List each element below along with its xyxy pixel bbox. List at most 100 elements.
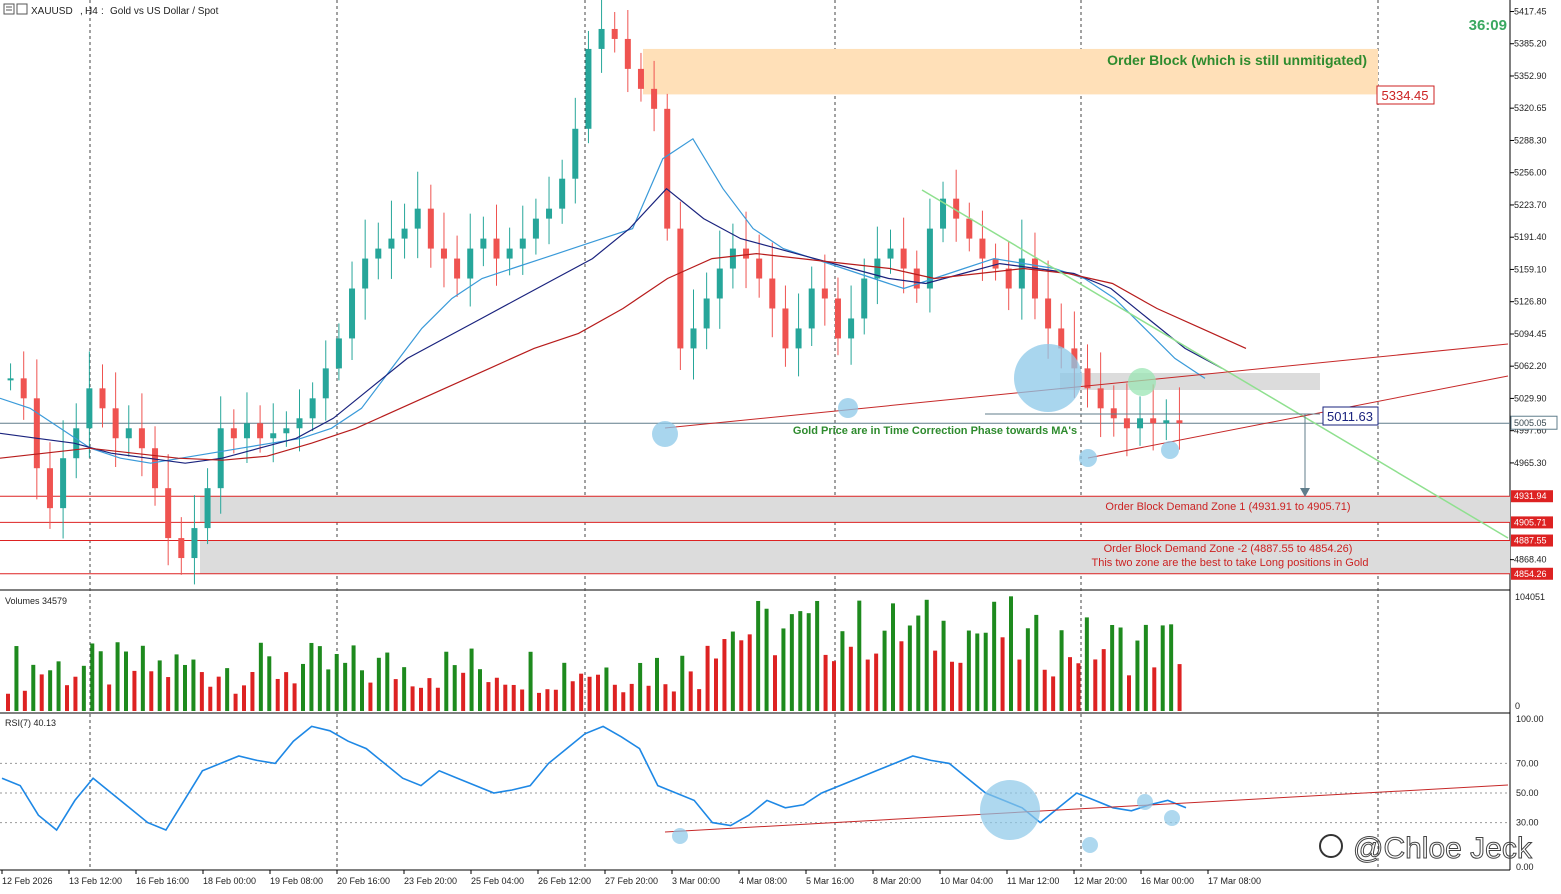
order-block-price-box bbox=[1376, 85, 1435, 105]
volume-bar bbox=[806, 613, 811, 711]
price-tick-label: 5126.80 bbox=[1514, 297, 1547, 307]
tiktok-icon bbox=[1319, 834, 1343, 858]
candle-body bbox=[1018, 258, 1025, 289]
candle-body bbox=[1123, 418, 1130, 429]
volume-bar bbox=[697, 689, 702, 711]
volume-bar bbox=[242, 685, 246, 711]
price-tick-label: 4965.30 bbox=[1514, 458, 1547, 468]
time-tick-label: 16 Mar 00:00 bbox=[1141, 876, 1194, 886]
price-tick-label: 4997.60 bbox=[1514, 426, 1547, 436]
order-block-label: Order Block (which is still unmitigated) bbox=[1107, 52, 1367, 68]
rsi-trendline bbox=[664, 784, 1509, 833]
volume-bar bbox=[663, 684, 668, 711]
volume-bar bbox=[511, 684, 516, 711]
level-price-label: 4854.26 bbox=[1514, 569, 1547, 579]
volume-bar bbox=[570, 681, 575, 711]
volume-bar bbox=[1127, 675, 1131, 711]
volume-bar bbox=[6, 693, 10, 711]
volume-bar bbox=[638, 662, 643, 711]
candle-body bbox=[243, 423, 250, 439]
volume-bar bbox=[832, 661, 836, 711]
volume-bar bbox=[132, 670, 137, 711]
candle-body bbox=[165, 488, 172, 539]
volume-bar bbox=[183, 664, 187, 711]
volume-bar bbox=[621, 692, 626, 711]
order-block-price: 5334.45 bbox=[1382, 88, 1429, 103]
candle-body bbox=[401, 228, 408, 239]
volume-bar bbox=[747, 634, 752, 711]
candle-body bbox=[887, 248, 894, 259]
candle-body bbox=[992, 258, 999, 269]
volume-bar bbox=[671, 691, 676, 711]
volume-bar bbox=[579, 673, 584, 711]
volume-bar bbox=[874, 653, 879, 711]
volume-bar bbox=[891, 603, 895, 711]
price-tick-label: 5288.30 bbox=[1514, 135, 1547, 145]
volume-bar bbox=[1059, 630, 1064, 711]
volume-bar bbox=[275, 678, 280, 711]
volume-bar bbox=[1177, 664, 1182, 711]
volume-bar bbox=[983, 632, 988, 711]
candle-body bbox=[1005, 268, 1012, 289]
volume-bar bbox=[865, 659, 870, 711]
volume-bar bbox=[1135, 640, 1140, 711]
candle-body bbox=[191, 528, 198, 559]
time-tick-label: 13 Feb 12:00 bbox=[69, 876, 122, 886]
volume-bar bbox=[22, 690, 27, 711]
volume-bar bbox=[1169, 624, 1174, 711]
watermark-text: @Chloe Jeck bbox=[1353, 832, 1533, 865]
volume-bar bbox=[115, 642, 120, 711]
level-price-box bbox=[1511, 534, 1553, 547]
candle-body bbox=[86, 388, 93, 429]
candle-body bbox=[559, 178, 566, 209]
candle-body bbox=[1045, 298, 1052, 329]
volume-bar bbox=[680, 655, 685, 711]
time-correction-label: Gold Price are in Time Correction Phase … bbox=[793, 425, 1077, 437]
moving-averages-layer bbox=[0, 137, 1247, 464]
volume-bar bbox=[848, 646, 853, 711]
volume-bar bbox=[351, 645, 356, 711]
candle-body bbox=[848, 318, 855, 339]
volume-bar bbox=[924, 599, 929, 711]
time-tick-label: 17 Mar 08:00 bbox=[1208, 876, 1261, 886]
price-tick-label: 5159.10 bbox=[1514, 264, 1547, 274]
header-colon: : bbox=[101, 6, 104, 17]
volume-bar bbox=[444, 651, 449, 711]
order-block-price-tag: 5334.45 bbox=[1376, 85, 1435, 105]
candle-body bbox=[703, 298, 710, 329]
price-tick-label: 5223.70 bbox=[1514, 200, 1547, 210]
volume-bar bbox=[31, 664, 36, 711]
chart-icon[interactable] bbox=[16, 3, 28, 15]
volume-bar bbox=[410, 686, 415, 711]
rsi-tick-label: 50.00 bbox=[1516, 788, 1539, 798]
volume-bar bbox=[950, 661, 954, 711]
candle-body bbox=[637, 68, 644, 89]
price-tick-label: 5256.00 bbox=[1514, 168, 1547, 178]
zone-order-block bbox=[643, 48, 1378, 95]
volume-bar bbox=[958, 662, 963, 711]
candles-layer bbox=[7, 0, 1183, 585]
rsi-highlight-bubble bbox=[1164, 810, 1180, 826]
candle-body bbox=[834, 298, 841, 339]
candle-body bbox=[585, 48, 592, 129]
volume-bar bbox=[899, 641, 904, 711]
candle-body bbox=[677, 228, 684, 349]
candle-body bbox=[335, 338, 342, 369]
target-price-tag: 5011.63 bbox=[1322, 406, 1379, 426]
time-tick-label: 27 Feb 20:00 bbox=[605, 876, 658, 886]
volume-bar bbox=[587, 676, 592, 711]
volume-bar bbox=[823, 654, 828, 711]
volume-bar bbox=[427, 678, 432, 711]
volume-bar bbox=[1101, 649, 1106, 711]
volume-bar bbox=[140, 645, 145, 711]
candle-body bbox=[204, 488, 211, 529]
candle-body bbox=[309, 398, 316, 419]
volume-bar bbox=[764, 608, 769, 711]
zone-resistance bbox=[1060, 373, 1320, 390]
candle-body bbox=[230, 428, 237, 439]
volume-bar bbox=[284, 672, 289, 711]
menu-icon[interactable] bbox=[3, 3, 15, 15]
volume-bar bbox=[562, 662, 567, 711]
time-tick-label: 5 Mar 16:00 bbox=[806, 876, 854, 886]
highlight-bubble bbox=[1014, 344, 1082, 412]
